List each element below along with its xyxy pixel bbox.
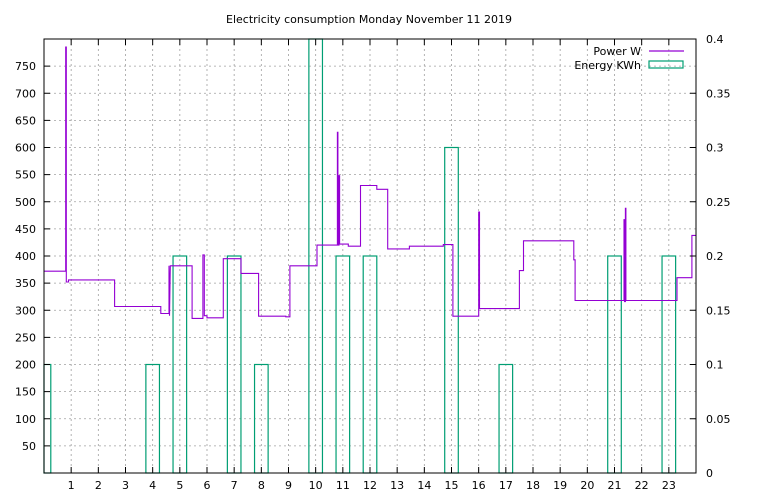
y2-tick-label: 0.2 (706, 250, 724, 263)
y-tick-label: 700 (15, 87, 36, 100)
y2-tick-label: 0.4 (706, 33, 724, 46)
x-tick-label: 10 (309, 479, 323, 492)
y2-tick-label: 0.35 (706, 87, 731, 100)
power-series-line (44, 46, 696, 319)
x-tick-label: 22 (635, 479, 649, 492)
x-tick-label: 5 (176, 479, 183, 492)
x-tick-label: 3 (122, 479, 129, 492)
y-tick-label: 650 (15, 114, 36, 127)
y-tick-label: 500 (15, 196, 36, 209)
x-tick-label: 6 (204, 479, 211, 492)
x-tick-label: 1 (68, 479, 75, 492)
x-tick-label: 23 (662, 479, 676, 492)
power-line (44, 46, 696, 319)
x-tick-label: 16 (472, 479, 486, 492)
y-tick-label: 550 (15, 169, 36, 182)
y2-tick-label: 0 (706, 467, 713, 480)
legend-swatch-energy (648, 60, 684, 69)
x-tick-label: 2 (95, 479, 102, 492)
y-tick-label: 450 (15, 223, 36, 236)
legend-label-energy: Energy KWh (574, 59, 641, 72)
x-tick-label: 4 (149, 479, 156, 492)
y-tick-label: 350 (15, 277, 36, 290)
x-tick-label: 9 (285, 479, 292, 492)
y2-tick-label: 0.25 (706, 196, 731, 209)
x-tick-label: 13 (390, 479, 404, 492)
x-tick-label: 21 (608, 479, 622, 492)
legend: Power W Energy KWh (574, 45, 684, 72)
y2-tick-label: 0.15 (706, 304, 731, 317)
y2-tick-label: 0.05 (706, 413, 731, 426)
y-tick-label: 150 (15, 386, 36, 399)
y-tick-label: 200 (15, 359, 36, 372)
y2-tick-label: 0.3 (706, 142, 724, 155)
y-tick-label: 50 (22, 440, 36, 453)
y-tick-label: 100 (15, 413, 36, 426)
x-tick-label: 19 (553, 479, 567, 492)
x-tick-label: 18 (526, 479, 540, 492)
y-tick-label: 400 (15, 250, 36, 263)
x-tick-label: 14 (417, 479, 431, 492)
y-tick-label: 250 (15, 331, 36, 344)
x-tick-label: 17 (499, 479, 513, 492)
x-tick-label: 12 (363, 479, 377, 492)
x-tick-label: 15 (445, 479, 459, 492)
axis-ticks: 1 2 3 4 5 6 7 8 9 10 11 12 13 14 15 16 17 18 19 20 21 22 23501… (15, 33, 731, 492)
y-tick-label: 600 (15, 142, 36, 155)
y-tick-label: 300 (15, 304, 36, 317)
x-tick-label: 20 (580, 479, 594, 492)
x-tick-label: 7 (231, 479, 238, 492)
x-tick-label: 11 (336, 479, 350, 492)
y-tick-label: 750 (15, 60, 36, 73)
y2-tick-label: 0.1 (706, 359, 724, 372)
legend-label-power: Power W (593, 45, 641, 58)
chart-title: Electricity consumption Monday November … (226, 13, 512, 26)
x-tick-label: 8 (258, 479, 265, 492)
